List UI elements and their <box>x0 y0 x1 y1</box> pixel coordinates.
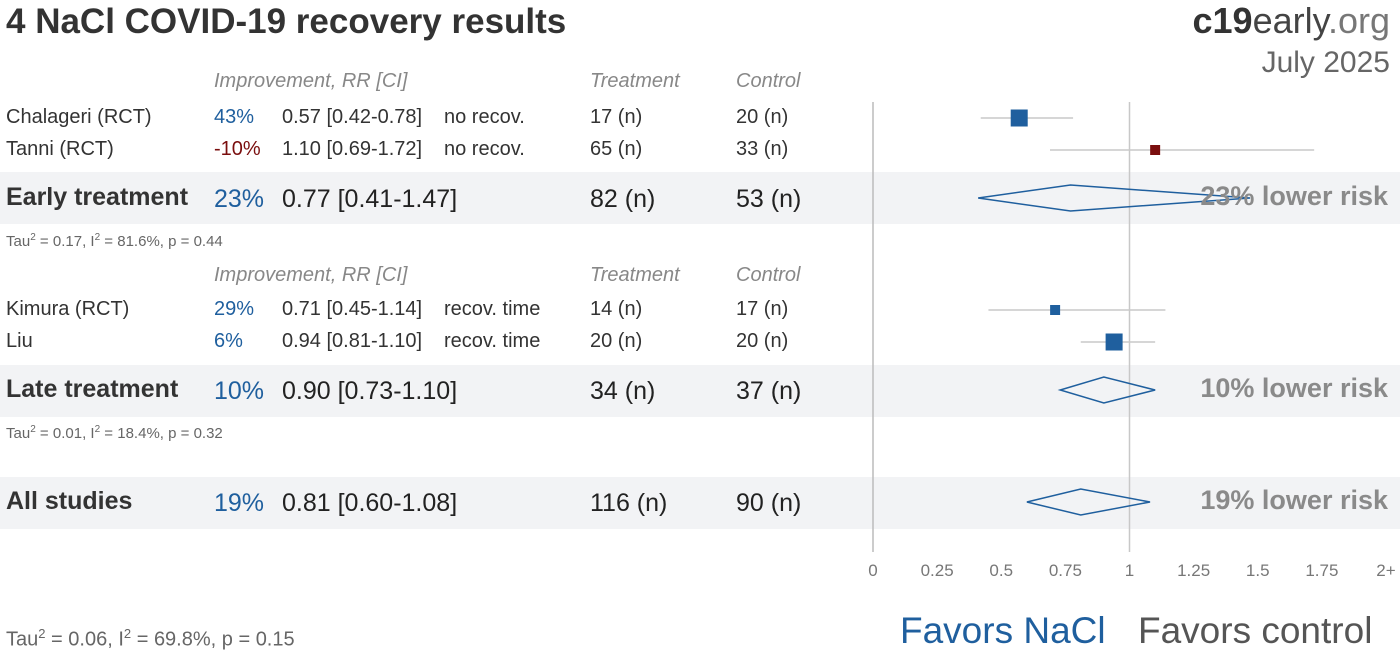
summary-label: Late treatment <box>6 375 179 403</box>
summary-diamond <box>1057 376 1156 404</box>
study-outcome: no recov. <box>444 106 525 128</box>
summary-diamond <box>1026 488 1151 516</box>
summary-rr: 0.81 [0.60-1.08] <box>282 489 458 517</box>
x-tick-label: 2+ <box>1376 561 1395 580</box>
study-treatment-n: 20 (n) <box>590 330 643 352</box>
heterogeneity-stats: Tau2 = 0.01, I2 = 18.4%, p = 0.32 <box>6 424 223 442</box>
summary-label: All studies <box>6 487 133 515</box>
summary-treatment-n: 82 (n) <box>590 185 656 213</box>
x-tick-label: 1.25 <box>1177 561 1210 580</box>
summary-control-n: 53 (n) <box>736 185 802 213</box>
study-point-marker <box>1105 333 1123 351</box>
page-title: 4 NaCl COVID-19 recovery results <box>6 2 567 41</box>
summary-diamond <box>978 184 1251 212</box>
study-control-n: 17 (n) <box>736 298 789 320</box>
header-treatment: Treatment <box>590 70 680 92</box>
header-treatment: Treatment <box>590 264 680 286</box>
header-control: Control <box>736 264 801 286</box>
all-summary-band <box>0 477 1400 529</box>
study-point-marker <box>1150 145 1161 155</box>
study-control-n: 33 (n) <box>736 138 789 160</box>
summary-label: Early treatment <box>6 183 189 211</box>
study-rr: 0.57 [0.42-0.78] <box>282 106 423 128</box>
study-rr: 0.71 [0.45-1.14] <box>282 298 423 320</box>
x-tick-label: 0 <box>868 561 877 580</box>
summary-control-n: 90 (n) <box>736 489 802 517</box>
summary-treatment-n: 116 (n) <box>590 489 668 517</box>
brand-logo: c19early.org <box>1192 0 1390 41</box>
study-treatment-n: 14 (n) <box>590 298 643 320</box>
study-improvement: -10% <box>214 138 261 160</box>
study-name: Tanni (RCT) <box>6 138 114 160</box>
x-tick-label: 0.25 <box>921 561 954 580</box>
summary-rr: 0.77 [0.41-1.47] <box>282 185 458 213</box>
header-control: Control <box>736 70 801 92</box>
x-tick-label: 1.75 <box>1305 561 1338 580</box>
study-outcome: recov. time <box>444 330 541 352</box>
study-rr: 1.10 [0.69-1.72] <box>282 138 423 160</box>
x-tick-label: 1.5 <box>1246 561 1270 580</box>
summary-risk-label: 10% lower risk <box>1200 373 1388 403</box>
study-improvement: 6% <box>214 330 243 352</box>
heterogeneity-stats: Tau2 = 0.17, I2 = 81.6%, p = 0.44 <box>6 232 223 250</box>
study-treatment-n: 17 (n) <box>590 106 643 128</box>
late-summary-band <box>0 365 1400 417</box>
summary-improvement: 23% <box>214 185 265 213</box>
study-outcome: recov. time <box>444 298 541 320</box>
study-improvement: 43% <box>214 106 255 128</box>
summary-risk-label: 19% lower risk <box>1200 485 1388 515</box>
study-rr: 0.94 [0.81-1.10] <box>282 330 423 352</box>
summary-improvement: 10% <box>214 377 265 405</box>
x-tick-label: 0.5 <box>989 561 1013 580</box>
favors-control-label: Favors control <box>1138 610 1373 651</box>
summary-rr: 0.90 [0.73-1.10] <box>282 377 458 405</box>
study-control-n: 20 (n) <box>736 106 789 128</box>
favors-treatment-label: Favors NaCl <box>900 610 1106 651</box>
overall-heterogeneity-stats: Tau2 = 0.06, I2 = 69.8%, p = 0.15 <box>6 626 295 651</box>
summary-risk-label: 23% lower risk <box>1200 181 1388 211</box>
study-name: Liu <box>6 330 33 352</box>
study-name: Chalageri (RCT) <box>6 106 152 128</box>
summary-control-n: 37 (n) <box>736 377 802 405</box>
summary-treatment-n: 34 (n) <box>590 377 656 405</box>
study-control-n: 20 (n) <box>736 330 789 352</box>
header-improvement: Improvement, RR [CI] <box>214 70 408 92</box>
x-tick-label: 1 <box>1125 561 1134 580</box>
study-point-marker <box>1050 305 1061 315</box>
study-treatment-n: 65 (n) <box>590 138 643 160</box>
early-summary-band <box>0 172 1400 224</box>
study-outcome: no recov. <box>444 138 525 160</box>
report-date: July 2025 <box>1261 46 1390 79</box>
study-improvement: 29% <box>214 298 255 320</box>
study-point-marker <box>1010 109 1028 127</box>
header-improvement: Improvement, RR [CI] <box>214 264 408 286</box>
x-tick-label: 0.75 <box>1049 561 1082 580</box>
summary-improvement: 19% <box>214 489 265 517</box>
study-name: Kimura (RCT) <box>6 298 130 320</box>
